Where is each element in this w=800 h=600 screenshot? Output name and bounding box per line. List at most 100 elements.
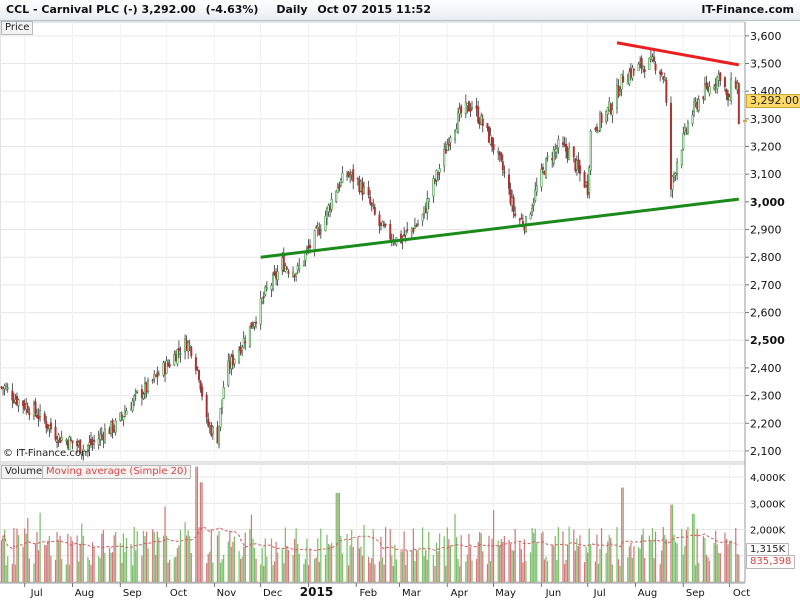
volume-moving-average-line — [1, 526, 739, 552]
volume-bar — [240, 558, 242, 582]
volume-bar — [145, 531, 148, 582]
candle-body — [230, 356, 233, 370]
volume-bar — [685, 530, 688, 582]
volume-bar — [641, 535, 643, 582]
candle-body — [534, 189, 537, 201]
volume-bar — [620, 487, 623, 582]
volume-bar — [24, 528, 26, 582]
volume-bar — [4, 529, 6, 582]
volume-bar — [681, 528, 683, 582]
candle-body — [179, 353, 182, 355]
volume-bar — [383, 564, 385, 582]
candle-body — [492, 144, 495, 151]
candle-body — [108, 428, 111, 435]
volume-bar — [489, 561, 492, 582]
candle-body — [324, 215, 327, 232]
candle-body — [76, 441, 79, 447]
volume-bar — [314, 558, 316, 582]
volume-bar — [513, 550, 515, 582]
volume-bar — [628, 546, 630, 582]
volume-bar — [600, 528, 603, 582]
candle-body — [421, 214, 424, 222]
volume-bar — [631, 557, 634, 582]
candle-body — [71, 440, 74, 444]
volume-bar — [579, 535, 581, 582]
candle-body — [546, 155, 549, 158]
volume-bar — [108, 547, 111, 582]
candle-body — [48, 425, 51, 430]
candle-body — [563, 143, 566, 146]
volume-bar — [671, 504, 674, 582]
volume-bar — [468, 533, 470, 582]
candle-body — [660, 71, 663, 76]
candle-body — [512, 197, 515, 212]
volume-bar — [195, 466, 197, 582]
volume-bar — [465, 561, 467, 582]
timestamp: Oct 07 2015 11:52 — [317, 3, 431, 16]
volume-bar — [434, 565, 436, 582]
candle-body — [437, 173, 440, 176]
candle-body — [244, 341, 247, 344]
volume-bar — [337, 492, 339, 582]
candle-body — [329, 206, 332, 210]
candle-body — [383, 224, 386, 227]
candle-body — [102, 435, 105, 441]
volume-bar — [728, 540, 731, 582]
volume-bar — [522, 562, 524, 582]
candle-body — [673, 174, 676, 178]
volume-bar — [27, 518, 29, 582]
volume-bar — [0, 541, 3, 582]
volume-bar — [583, 562, 586, 582]
volume-bar — [82, 535, 84, 582]
price-tick-label: 2,500 — [750, 334, 785, 347]
candle-body — [56, 441, 59, 444]
candle-body — [293, 274, 296, 277]
candle-body — [196, 366, 199, 369]
volume-bar — [389, 529, 391, 582]
candle-body — [164, 363, 167, 375]
candle-body — [406, 229, 409, 231]
volume-bar — [360, 546, 362, 582]
candle-body — [370, 202, 373, 206]
candle-body — [251, 325, 254, 329]
volume-bar — [122, 533, 125, 582]
volume-bar — [298, 553, 300, 582]
volume-bar — [491, 538, 493, 582]
volume-bar — [477, 541, 479, 582]
volume-bar — [691, 513, 694, 582]
volume-bar — [167, 562, 169, 582]
candle-body — [577, 159, 580, 169]
candle-body — [253, 322, 256, 327]
candle-body — [369, 196, 372, 204]
volume-bar — [307, 564, 310, 582]
volume-bar — [719, 553, 721, 582]
volume-bar — [132, 565, 134, 582]
candle-body — [554, 149, 557, 153]
candle-body — [119, 412, 122, 421]
candle-body — [210, 425, 213, 436]
candle-body — [520, 217, 523, 220]
volume-bar — [241, 556, 243, 582]
candle-body — [167, 362, 170, 365]
volume-bar — [275, 541, 277, 582]
volume-bar — [426, 559, 428, 582]
price-tick-label: 3,500 — [750, 58, 782, 71]
candle-body — [682, 133, 685, 150]
candle-body — [131, 400, 134, 411]
candle-body — [352, 169, 355, 182]
volume-bar — [201, 482, 203, 582]
volume-bar — [594, 561, 596, 582]
candle-body — [697, 99, 700, 111]
volume-bar — [374, 564, 376, 582]
volume-bar — [335, 492, 337, 582]
candle-body — [503, 171, 506, 174]
volume-bar — [556, 560, 558, 582]
volume-bar — [93, 546, 95, 582]
candle-body — [88, 442, 91, 446]
candle-body — [501, 161, 504, 171]
volume-bar — [286, 545, 288, 582]
candle-body — [728, 96, 731, 101]
support-trendline — [260, 197, 740, 259]
candle-body — [326, 207, 328, 219]
volume-bar — [492, 510, 495, 582]
